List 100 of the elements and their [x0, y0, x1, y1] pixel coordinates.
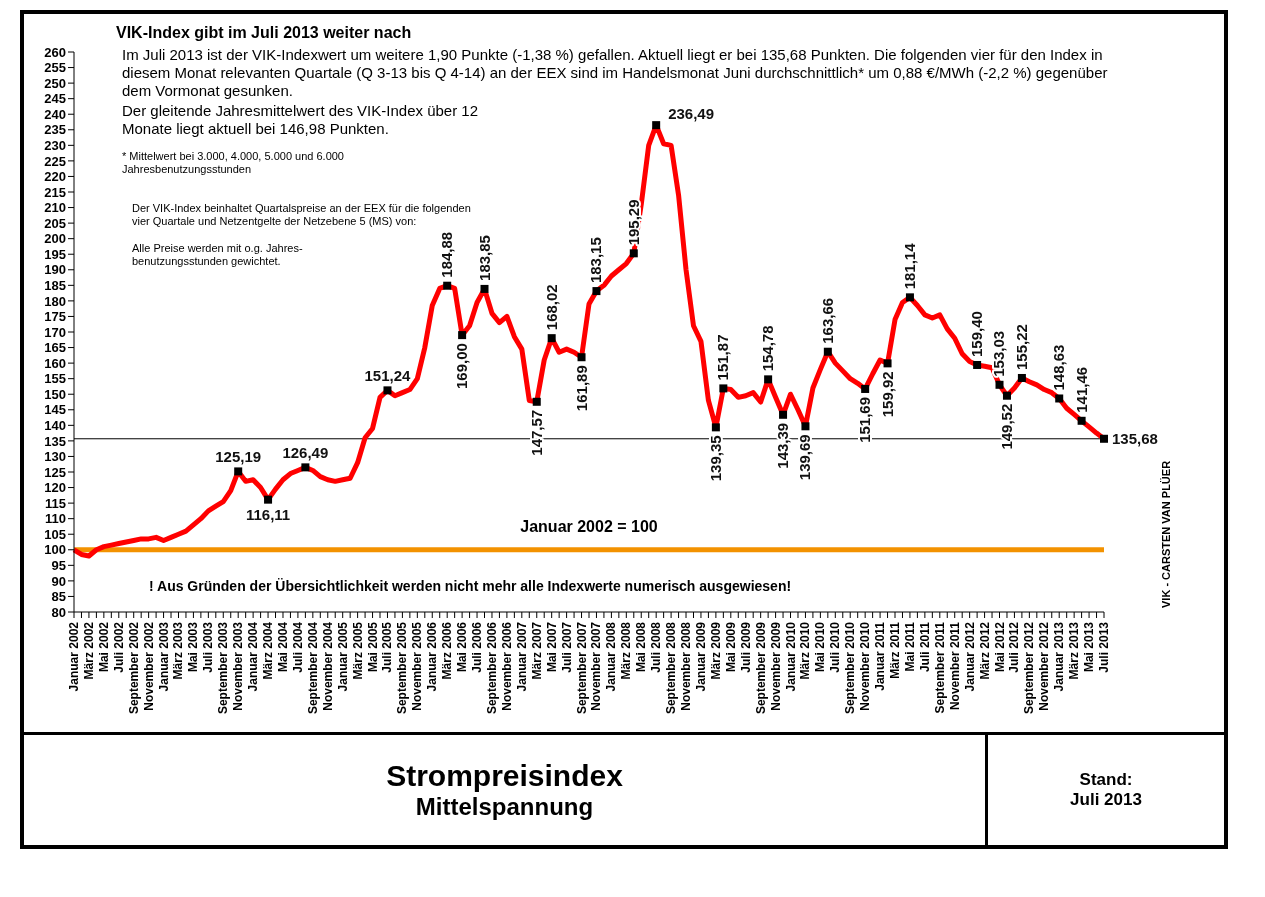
- y-tick-label: 260: [44, 44, 66, 60]
- x-tick-label: September 2009: [753, 621, 768, 715]
- data-label: 126,49: [282, 444, 329, 462]
- x-tick-label: November 2008: [679, 621, 694, 711]
- data-label: 141,46: [1072, 366, 1090, 413]
- x-tick-label: Januar 2009: [693, 621, 708, 692]
- x-tick-label: November 2006: [499, 621, 514, 711]
- x-tick-label: Mai 2013: [1082, 621, 1097, 673]
- x-tick-label: Juli 2004: [290, 621, 305, 673]
- y-tick-label: 150: [44, 386, 66, 402]
- x-tick-label: Januar 2013: [1052, 621, 1067, 692]
- data-label: 151,69: [856, 396, 874, 443]
- x-tick-label: November 2011: [947, 621, 962, 711]
- data-label: 154,78: [759, 325, 777, 372]
- annotation: Der gleitende Jahresmittelwert des VIK-Index über 12 Monate liegt aktuell bei 146,98 Punkten.: [122, 102, 479, 138]
- x-tick-label: Juli 2006: [470, 621, 485, 673]
- y-tick-label: 245: [44, 91, 66, 107]
- x-tick-label: Juli 2003: [201, 621, 216, 673]
- x-tick-label: März 2010: [798, 621, 813, 680]
- y-tick-label: 85: [51, 589, 66, 605]
- y-tick-label: 140: [44, 417, 66, 433]
- y-tick-label: 115: [45, 495, 66, 511]
- y-tick-label: 155: [44, 371, 66, 387]
- y-tick-label: 135: [44, 433, 66, 449]
- data-label: 184,88: [438, 231, 456, 278]
- y-tick-label: 190: [44, 262, 66, 278]
- y-tick-label: 170: [44, 324, 66, 340]
- x-tick-label: Mai 2012: [992, 621, 1007, 673]
- x-tick-label: September 2002: [126, 621, 141, 715]
- x-tick-label: Mai 2005: [365, 621, 380, 673]
- y-tick-label: 180: [44, 293, 66, 309]
- data-label: 181,14: [900, 242, 918, 290]
- data-label: 143,39: [774, 422, 792, 469]
- y-tick-label: 130: [44, 449, 66, 465]
- x-tick-label: Juli 2007: [559, 621, 574, 673]
- data-label: 169,00: [453, 343, 471, 389]
- y-tick-label: 250: [44, 75, 66, 91]
- ref-line-label: Januar 2002 = 100: [520, 518, 658, 536]
- y-tick-label: 185: [44, 277, 66, 293]
- y-tick-label: 80: [51, 604, 66, 620]
- data-label: 155,22: [1012, 324, 1030, 370]
- data-label: 148,63: [1050, 344, 1068, 391]
- x-tick-label: Mai 2010: [813, 621, 828, 673]
- y-tick-label: 165: [44, 340, 66, 356]
- data-label: 195,29: [624, 199, 642, 246]
- x-tick-label: Januar 2005: [335, 621, 350, 692]
- y-tick-label: 205: [44, 215, 66, 231]
- x-tick-label: November 2004: [320, 621, 335, 711]
- x-tick-label: März 2011: [888, 621, 903, 679]
- x-tick-label: Mai 2006: [455, 621, 470, 673]
- x-tick-label: Juli 2010: [828, 621, 843, 673]
- x-tick-label: Mai 2002: [96, 621, 111, 673]
- x-tick-label: Januar 2004: [246, 621, 261, 692]
- data-label: 183,15: [587, 237, 605, 284]
- data-label: 236,49: [668, 105, 715, 123]
- y-tick-label: 210: [44, 200, 66, 216]
- x-tick-label: Januar 2008: [604, 621, 619, 692]
- x-tick-label: Juli 2002: [111, 621, 126, 673]
- x-tick-label: März 2002: [81, 621, 96, 680]
- y-tick-label: 160: [44, 355, 66, 371]
- y-tick-label: 125: [44, 464, 66, 480]
- x-tick-label: März 2004: [261, 621, 276, 680]
- data-label: 147,57: [527, 409, 545, 456]
- text: Stand: Juli 2013: [1069, 769, 1143, 811]
- x-tick-label: Mai 2008: [634, 621, 649, 673]
- y-tick-label: 100: [44, 542, 66, 558]
- x-tick-label: Juli 2005: [380, 621, 395, 673]
- x-tick-label: November 2002: [141, 621, 156, 711]
- x-tick-label: Juli 2008: [649, 621, 664, 673]
- x-tick-label: September 2004: [305, 621, 320, 715]
- y-tick-label: 215: [44, 184, 66, 200]
- x-tick-label: November 2009: [768, 621, 783, 711]
- x-tick-label: September 2010: [843, 621, 858, 715]
- data-label: 183,85: [475, 235, 493, 281]
- data-label: 168,02: [542, 284, 560, 331]
- x-tick-label: Juli 2013: [1097, 621, 1111, 673]
- x-tick-label: März 2003: [171, 621, 186, 680]
- x-tick-label: Januar 2003: [156, 621, 171, 692]
- x-tick-label: März 2006: [440, 621, 455, 680]
- x-tick-label: Mai 2009: [723, 621, 738, 673]
- x-tick-label: Juli 2009: [738, 621, 753, 673]
- x-tick-label: November 2005: [410, 621, 425, 711]
- x-tick-label: September 2012: [1022, 621, 1037, 715]
- x-tick-label: März 2012: [977, 621, 992, 680]
- x-tick-label: Juli 2012: [1007, 621, 1022, 673]
- x-tick-label: Januar 2006: [425, 621, 440, 692]
- chart-title: VIK-Index gibt im Juli 2013 weiter nach: [115, 23, 413, 42]
- annotation: ! Aus Gründen der Übersichtlichkeit werden nicht mehr alle Indexwerte numerisch ausgewiesen!: [149, 578, 793, 595]
- y-tick-label: 95: [51, 557, 66, 573]
- x-tick-label: Juli 2011: [917, 621, 932, 673]
- y-tick-label: 175: [44, 309, 66, 325]
- data-label: 151,24: [364, 367, 412, 385]
- x-tick-label: November 2007: [589, 621, 604, 711]
- x-tick-label: Mai 2011: [902, 621, 917, 672]
- text: VIK - CARSTEN VAN PLÜER: [1160, 460, 1172, 608]
- x-tick-label: Mai 2004: [275, 621, 290, 673]
- x-tick-label: September 2006: [484, 621, 499, 715]
- y-tick-label: 235: [44, 122, 66, 138]
- annotation: Alle Preise werden mit o.g. Jahres- benutzungsstunden gewichtet.: [132, 242, 304, 269]
- y-tick-label: 230: [44, 137, 66, 153]
